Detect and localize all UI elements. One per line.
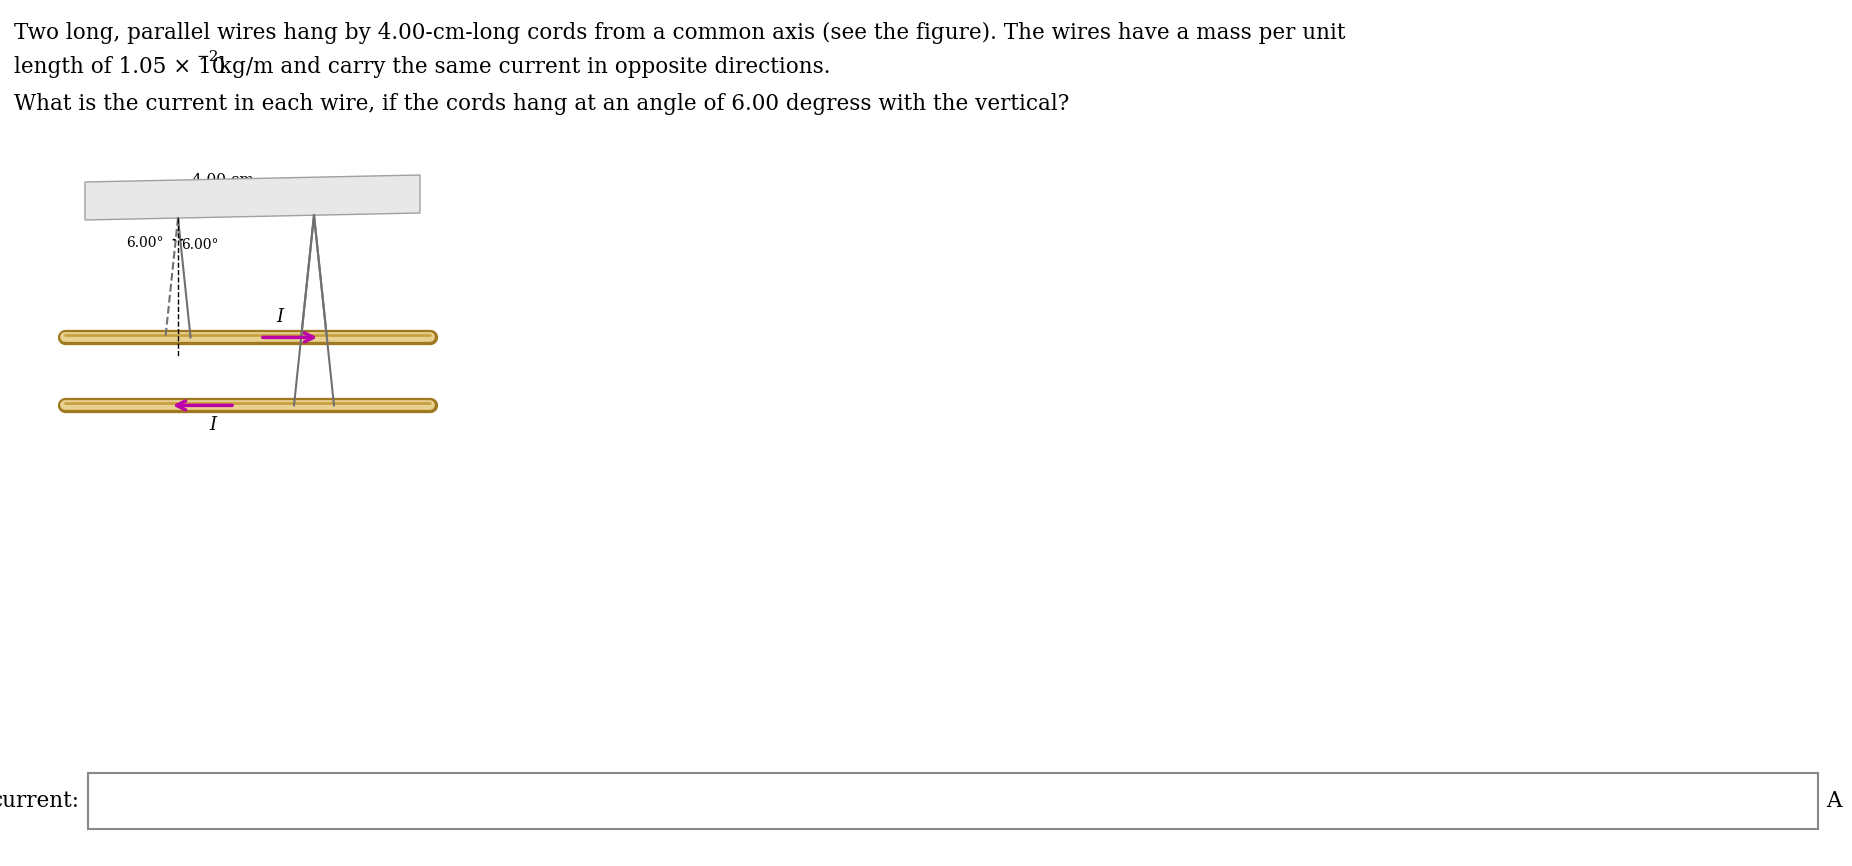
Text: kg/m and carry the same current in opposite directions.: kg/m and carry the same current in oppos… (211, 56, 830, 78)
Text: I: I (276, 308, 283, 326)
FancyBboxPatch shape (89, 773, 1819, 829)
Text: current:: current: (0, 790, 80, 812)
Text: Two long, parallel wires hang by 4.00-cm-long cords from a common axis (see the : Two long, parallel wires hang by 4.00-cm… (15, 22, 1346, 44)
Text: 4.00 cm: 4.00 cm (193, 173, 254, 187)
Text: 6.00°: 6.00° (181, 238, 219, 252)
Polygon shape (85, 175, 420, 220)
Text: What is the current in each wire, if the cords hang at an angle of 6.00 degress : What is the current in each wire, if the… (15, 93, 1069, 115)
Text: A: A (1826, 790, 1843, 812)
Text: 6.00°: 6.00° (126, 236, 163, 250)
Text: −2: −2 (196, 50, 219, 64)
Text: I: I (209, 417, 217, 435)
Text: length of 1.05 × 10: length of 1.05 × 10 (15, 56, 226, 78)
